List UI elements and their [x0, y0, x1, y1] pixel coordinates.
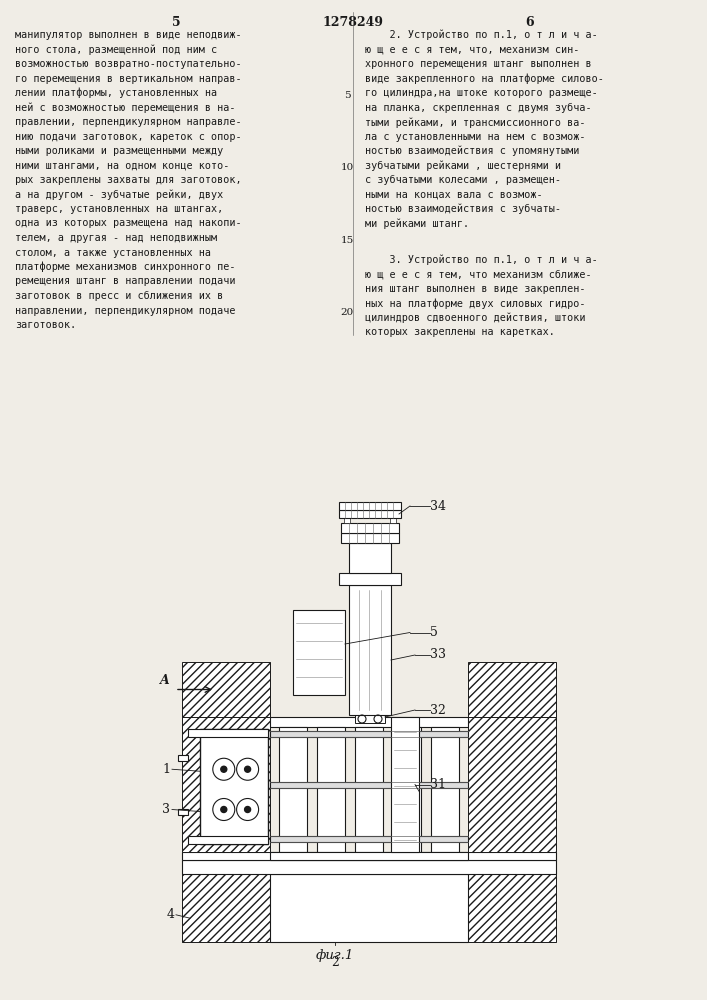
- Text: 3: 3: [162, 803, 170, 816]
- Text: с зубчатыми колесами , размещен-: с зубчатыми колесами , размещен-: [365, 175, 561, 185]
- Bar: [349, 543, 391, 573]
- Text: хронного перемещения штанг выполнен в: хронного перемещения штанг выполнен в: [365, 59, 592, 69]
- Text: возможностью возвратно-поступательно-: возможностью возвратно-поступательно-: [15, 59, 242, 69]
- Text: 20: 20: [340, 308, 354, 317]
- Text: ми рейками штанг.: ми рейками штанг.: [365, 219, 469, 229]
- Text: ностью взаимодействия с упомянутыми: ностью взаимодействия с упомянутыми: [365, 146, 579, 156]
- Bar: [341, 533, 399, 543]
- Text: 33: 33: [430, 648, 446, 662]
- Text: платформе механизмов синхронного пе-: платформе механизмов синхронного пе-: [15, 262, 235, 272]
- Text: 31: 31: [430, 778, 446, 791]
- Bar: [182, 874, 270, 942]
- Bar: [182, 662, 270, 717]
- Bar: [339, 510, 401, 518]
- Text: 34: 34: [430, 499, 446, 512]
- Bar: [390, 518, 396, 523]
- Text: столом, а также установленных на: столом, а также установленных на: [15, 247, 211, 257]
- Circle shape: [245, 766, 250, 772]
- Text: правлении, перпендикулярном направле-: правлении, перпендикулярном направле-: [15, 117, 242, 127]
- Text: цилиндров сдвоенного действия, штоки: цилиндров сдвоенного действия, штоки: [365, 313, 585, 323]
- Text: которых закреплены на каретках.: которых закреплены на каретках.: [365, 327, 555, 337]
- Text: A: A: [160, 674, 170, 688]
- Bar: [344, 518, 350, 523]
- Bar: [178, 755, 188, 761]
- Bar: [293, 610, 345, 695]
- Text: одна из которых размещена над накопи-: одна из которых размещена над накопи-: [15, 219, 242, 229]
- Text: рых закреплены захваты для заготовок,: рых закреплены захваты для заготовок,: [15, 175, 242, 185]
- Text: на планка, скрепленная с двумя зубча-: на планка, скрепленная с двумя зубча-: [365, 103, 592, 113]
- Text: 2. Устройство по п.1, о т л и ч а-: 2. Устройство по п.1, о т л и ч а-: [365, 30, 597, 40]
- Text: 1: 1: [162, 763, 170, 776]
- Text: телем, а другая - над неподвижным: телем, а другая - над неподвижным: [15, 233, 217, 243]
- Text: направлении, перпендикулярном подаче: направлении, перпендикулярном подаче: [15, 306, 235, 316]
- Bar: [270, 782, 468, 788]
- Bar: [393, 727, 421, 852]
- Text: ния штанг выполнен в виде закреплен-: ния штанг выполнен в виде закреплен-: [365, 284, 585, 294]
- Text: ных на платформе двух силовых гидро-: ных на платформе двух силовых гидро-: [365, 298, 585, 309]
- Bar: [431, 727, 459, 852]
- Bar: [391, 717, 419, 852]
- Text: тыми рейками, и трансмиссионного ва-: тыми рейками, и трансмиссионного ва-: [365, 117, 585, 127]
- Bar: [270, 836, 468, 842]
- Text: 5: 5: [344, 91, 350, 100]
- Text: заготовок в пресс и сближения их в: заготовок в пресс и сближения их в: [15, 291, 223, 301]
- Text: 5: 5: [172, 16, 180, 29]
- Text: 6: 6: [526, 16, 534, 29]
- Text: го перемещения в вертикальном направ-: го перемещения в вертикальном направ-: [15, 74, 242, 84]
- Text: траверс, установленных на штангах,: траверс, установленных на штангах,: [15, 204, 223, 214]
- Text: го цилиндра,на штоке которого размеще-: го цилиндра,на штоке которого размеще-: [365, 88, 597, 98]
- Bar: [188, 836, 268, 844]
- Bar: [355, 715, 385, 723]
- Text: ного стола, размещенной под ним с: ного стола, размещенной под ним с: [15, 44, 217, 55]
- Text: ю щ е е с я тем, что, механизм син-: ю щ е е с я тем, что, механизм син-: [365, 44, 579, 54]
- Circle shape: [221, 806, 227, 812]
- Bar: [178, 809, 188, 815]
- Text: фиг.1: фиг.1: [316, 949, 354, 962]
- Bar: [182, 860, 556, 874]
- Text: 32: 32: [430, 704, 446, 716]
- Bar: [468, 662, 556, 717]
- Text: ными на концах вала с возмож-: ными на концах вала с возмож-: [365, 190, 543, 200]
- Bar: [270, 717, 468, 727]
- Bar: [317, 727, 345, 852]
- Text: 10: 10: [340, 163, 354, 172]
- Text: манипулятор выполнен в виде неподвиж-: манипулятор выполнен в виде неподвиж-: [15, 30, 242, 40]
- Bar: [339, 502, 401, 510]
- Bar: [188, 729, 268, 737]
- Text: заготовок.: заготовок.: [15, 320, 76, 330]
- Text: ними штангами, на одном конце кото-: ними штангами, на одном конце кото-: [15, 160, 229, 170]
- Text: 15: 15: [340, 236, 354, 245]
- Bar: [270, 731, 468, 737]
- Bar: [200, 729, 268, 844]
- Text: ю щ е е с я тем, что механизм сближе-: ю щ е е с я тем, что механизм сближе-: [365, 269, 592, 279]
- Circle shape: [221, 766, 227, 772]
- Text: нию подачи заготовок, кареток с опор-: нию подачи заготовок, кареток с опор-: [15, 131, 242, 141]
- Bar: [182, 852, 556, 860]
- Bar: [349, 585, 391, 715]
- Text: 5: 5: [430, 626, 438, 639]
- Bar: [468, 874, 556, 942]
- Text: 4: 4: [167, 908, 175, 921]
- Text: ла с установленными на нем с возмож-: ла с установленными на нем с возмож-: [365, 131, 585, 141]
- Text: 3. Устройство по п.1, о т л и ч а-: 3. Устройство по п.1, о т л и ч а-: [365, 255, 597, 265]
- Text: лении платформы, установленных на: лении платформы, установленных на: [15, 88, 217, 99]
- Text: 1278249: 1278249: [322, 16, 383, 29]
- Bar: [270, 874, 468, 942]
- Bar: [355, 727, 383, 852]
- Text: а на другом - зубчатые рейки, двух: а на другом - зубчатые рейки, двух: [15, 190, 223, 200]
- Circle shape: [245, 806, 250, 812]
- Bar: [279, 727, 307, 852]
- Text: ностью взаимодействия с зубчаты-: ностью взаимодействия с зубчаты-: [365, 204, 561, 215]
- Text: зубчатыми рейками , шестернями и: зубчатыми рейками , шестернями и: [365, 160, 561, 171]
- Text: ными роликами и размещенными между: ными роликами и размещенными между: [15, 146, 223, 156]
- Text: ней с возможностью перемещения в на-: ней с возможностью перемещения в на-: [15, 103, 235, 113]
- Bar: [339, 573, 401, 585]
- Bar: [341, 523, 399, 533]
- Text: виде закрепленного на платформе силово-: виде закрепленного на платформе силово-: [365, 74, 604, 84]
- Text: ремещения штанг в направлении подачи: ремещения штанг в направлении подачи: [15, 276, 235, 286]
- Text: 2: 2: [331, 956, 339, 969]
- Bar: [270, 852, 468, 860]
- Bar: [182, 717, 270, 852]
- Bar: [468, 717, 556, 852]
